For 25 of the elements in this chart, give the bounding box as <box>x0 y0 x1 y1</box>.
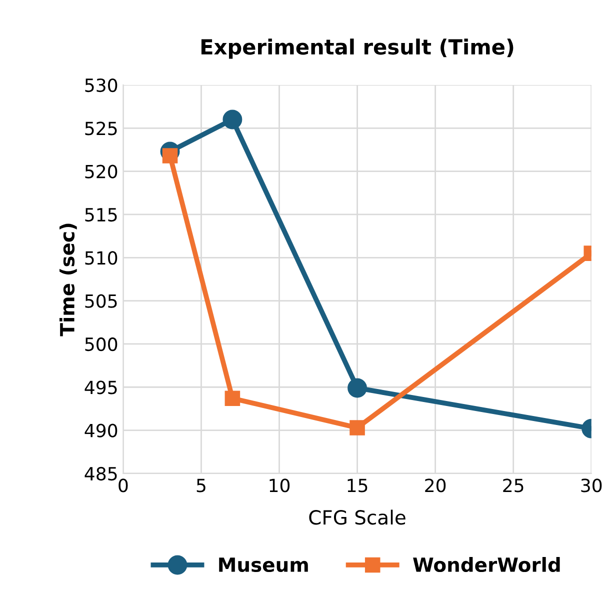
y-tick-label: 505 <box>85 294 117 308</box>
y-tick-label: 490 <box>84 424 118 438</box>
y-tick-label: 495 <box>84 380 117 394</box>
x-tick-label: 20 <box>425 478 446 492</box>
y-tick-label: 515 <box>85 208 117 222</box>
y-tick-label: 485 <box>84 466 117 481</box>
x-tick-label: 25 <box>503 478 524 492</box>
y-tick-label: 525 <box>85 122 117 136</box>
y-axis-title: Time (sec) <box>60 224 77 336</box>
y-tick-label: 530 <box>85 78 118 92</box>
point <box>224 390 240 406</box>
legend-label: WonderWorld <box>413 557 560 572</box>
x-tick-label: 5 <box>196 478 206 492</box>
x-tick-label: 15 <box>348 478 368 492</box>
legend-label: Museum <box>219 558 308 572</box>
x-tick-label: 10 <box>270 478 290 492</box>
point <box>350 420 365 436</box>
chart-title: Experimental result (Time) <box>201 38 514 59</box>
x-axis-title: CFG Scale <box>309 510 406 525</box>
y-tick-label: 500 <box>85 337 118 352</box>
y-tick-label: 520 <box>85 164 118 178</box>
y-tick-label: 510 <box>85 251 118 265</box>
x-tick-label: 30 <box>581 478 602 492</box>
point <box>222 110 242 130</box>
x-tick-label: 0 <box>118 478 128 492</box>
